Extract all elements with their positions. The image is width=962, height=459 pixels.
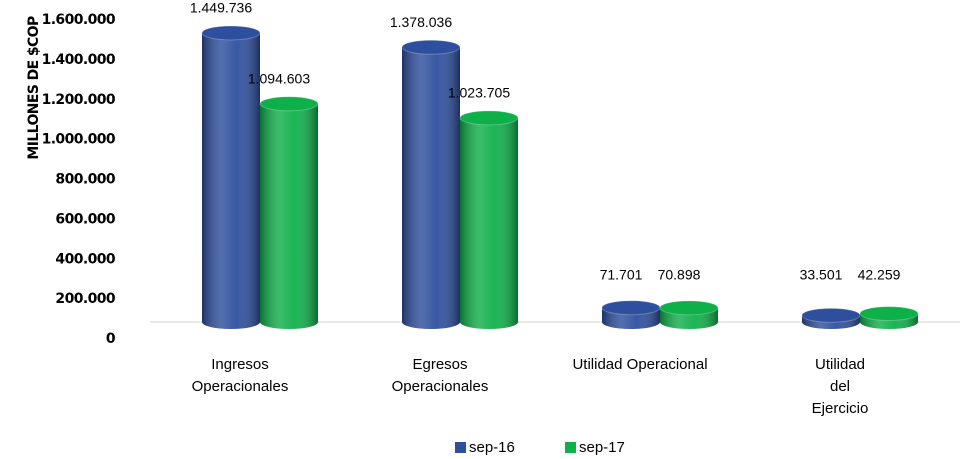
legend-label: sep-17: [579, 439, 625, 456]
y-tick-label: 200.000: [55, 291, 115, 307]
bar-top: [601, 300, 661, 316]
y-tick-label: 1.400.000: [42, 52, 116, 68]
value-label: 1.023.705: [448, 85, 510, 101]
bar-top: [859, 306, 919, 322]
bar-top: [201, 25, 261, 41]
y-tick-label: 1.000.000: [42, 132, 116, 148]
y-tick-label: 800.000: [55, 172, 115, 188]
bar-top: [459, 110, 519, 126]
y-tick-label: 0: [106, 331, 116, 347]
bar-top: [259, 96, 319, 112]
x-tick-label: Utilidad Operacional: [572, 356, 707, 373]
value-label: 1.378.036: [390, 14, 452, 30]
legend-swatch: [565, 442, 576, 453]
y-axis-label: MILLONES DE $COP: [26, 16, 42, 160]
value-label: 1.094.603: [248, 70, 310, 86]
y-tick-label: 400.000: [55, 251, 115, 267]
x-tick-label-line: del: [830, 378, 850, 395]
bar-shade: [260, 103, 318, 323]
value-label: 70.898: [658, 267, 701, 283]
x-tick-label: Ingresos Operacionales: [192, 356, 289, 395]
bar-top: [801, 307, 861, 323]
bar-shade: [460, 117, 518, 322]
x-tick-label: Egresos Operacionales: [392, 356, 489, 395]
bar-shade: [402, 47, 460, 322]
bar-top: [401, 39, 461, 55]
legend-swatch: [455, 442, 466, 453]
x-tick-label: Utilidad del Ejercicio: [812, 356, 869, 417]
value-label: 1.449.736: [190, 0, 252, 16]
legend-label: sep-16: [469, 439, 515, 456]
x-tick-label-line: Egresos: [412, 356, 467, 373]
x-tick-label-line: Ejercicio: [812, 400, 869, 417]
x-tick-label-line: Utilidad: [815, 356, 865, 373]
y-tick-label: 1.200.000: [42, 92, 116, 108]
value-label: 71.701: [600, 267, 643, 283]
bar-bottom-shade: [602, 315, 660, 329]
bar-bottom-shade: [202, 315, 260, 329]
bar-shade: [202, 32, 260, 322]
value-label: 33.501: [800, 267, 843, 283]
x-tick-label-line: Ingresos: [211, 356, 269, 373]
x-tick-label-line: Operacionales: [392, 378, 489, 395]
bar-bottom-shade: [660, 315, 718, 329]
value-label: 42.259: [858, 267, 901, 283]
y-tick-label: 600.000: [55, 211, 115, 227]
bar-top: [659, 300, 719, 316]
bar-bottom-shade: [260, 315, 318, 329]
bar-bottom-shade: [460, 315, 518, 329]
x-tick-label-line: Operacionales: [192, 378, 289, 395]
y-tick-label: 1.600.000: [42, 12, 116, 28]
bar-bottom-shade: [402, 315, 460, 329]
